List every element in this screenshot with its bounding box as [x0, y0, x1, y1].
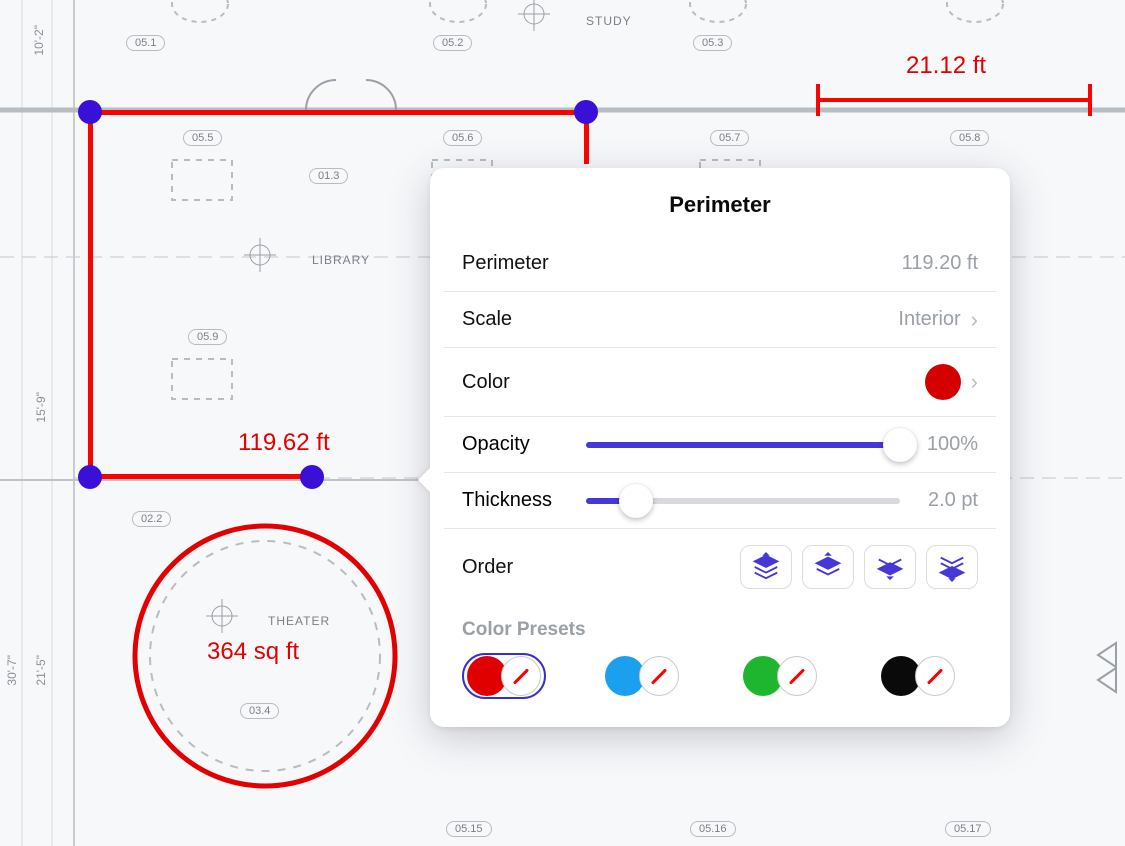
dimension-label: 21'-5" [34, 655, 48, 686]
opacity-slider[interactable] [586, 442, 900, 448]
blueprint-tag: 05.1 [126, 35, 165, 51]
thickness-value: 2.0 pt [914, 489, 978, 512]
blueprint-tag: 05.15 [446, 821, 492, 837]
ruler-length-label: 21.12 ft [906, 52, 986, 80]
blueprint-tag: 05.7 [710, 130, 749, 146]
thickness-slider[interactable] [586, 498, 900, 504]
thickness-label: Thickness [462, 489, 572, 512]
chevron-right-icon: › [971, 309, 978, 331]
blueprint-tag: 05.9 [188, 329, 227, 345]
preset-stroke-swatch [777, 656, 817, 696]
preset-stroke-swatch [915, 656, 955, 696]
order-label: Order [462, 556, 513, 579]
ruler-t1[interactable] [816, 84, 820, 116]
bring-to-front-button[interactable] [740, 545, 792, 589]
perimeter-edge[interactable] [88, 112, 93, 477]
perimeter-length-label: 119.62 ft [238, 429, 330, 457]
panel-caret [418, 468, 430, 492]
ruler-t2[interactable] [1088, 84, 1092, 116]
perimeter-value: 119.20 ft [902, 252, 978, 275]
color-preset-1[interactable] [600, 653, 684, 699]
color-presets-label: Color Presets [444, 605, 996, 643]
perimeter-node[interactable] [78, 465, 102, 489]
blueprint-tag: 05.16 [690, 821, 736, 837]
preset-stroke-swatch [639, 656, 679, 696]
color-label: Color [462, 371, 510, 394]
room-label: STUDY [586, 14, 632, 28]
dimension-label: 10'-2" [32, 25, 46, 56]
area-label: 364 sq ft [207, 638, 299, 666]
opacity-value: 100% [914, 433, 978, 456]
ruler-main[interactable] [818, 98, 1090, 102]
send-backward-button[interactable] [864, 545, 916, 589]
row-perimeter: Perimeter 119.20 ft [444, 236, 996, 292]
perimeter-node[interactable] [78, 100, 102, 124]
opacity-label: Opacity [462, 433, 572, 456]
blueprint-tag: 05.2 [433, 35, 472, 51]
color-preset-2[interactable] [738, 653, 822, 699]
panel-card: Perimeter 119.20 ft Scale Interior › Col… [444, 236, 996, 705]
blueprint-tag: 01.3 [309, 168, 348, 184]
perimeter-edge[interactable] [90, 474, 312, 479]
row-color[interactable]: Color › [444, 348, 996, 417]
room-label: THEATER [268, 614, 330, 628]
perimeter-edge[interactable] [90, 110, 586, 115]
perimeter-node[interactable] [574, 100, 598, 124]
color-preset-0[interactable] [462, 653, 546, 699]
chevron-right-icon: › [971, 371, 978, 393]
blueprint-tag: 05.17 [945, 821, 991, 837]
bring-forward-button[interactable] [802, 545, 854, 589]
color-swatch [925, 364, 961, 400]
perimeter-node[interactable] [300, 465, 324, 489]
blueprint-tag: 05.6 [443, 130, 482, 146]
scale-value: Interior [898, 308, 960, 331]
blueprint-tag: 05.3 [693, 35, 732, 51]
panel-title: Perimeter [430, 188, 1010, 236]
blueprint-tag: 05.8 [950, 130, 989, 146]
row-thickness: Thickness 2.0 pt [444, 473, 996, 529]
room-label: LIBRARY [312, 253, 370, 267]
blueprint-tag: 05.5 [183, 130, 222, 146]
dimension-label: 15'-9" [34, 392, 48, 423]
dimension-label: 30'-7" [5, 655, 19, 686]
perimeter-properties-panel: Perimeter Perimeter 119.20 ft Scale Inte… [430, 168, 1010, 727]
blueprint-tag: 02.2 [132, 511, 171, 527]
blueprint-tag: 03.4 [240, 703, 279, 719]
row-scale[interactable]: Scale Interior › [444, 292, 996, 348]
preset-stroke-swatch [501, 656, 541, 696]
row-opacity: Opacity 100% [444, 417, 996, 473]
opacity-thumb[interactable] [883, 428, 917, 462]
row-order: Order [444, 529, 996, 605]
color-preset-3[interactable] [876, 653, 960, 699]
perimeter-label: Perimeter [462, 252, 549, 275]
send-to-back-button[interactable] [926, 545, 978, 589]
thickness-thumb[interactable] [619, 484, 653, 518]
scale-label: Scale [462, 308, 512, 331]
